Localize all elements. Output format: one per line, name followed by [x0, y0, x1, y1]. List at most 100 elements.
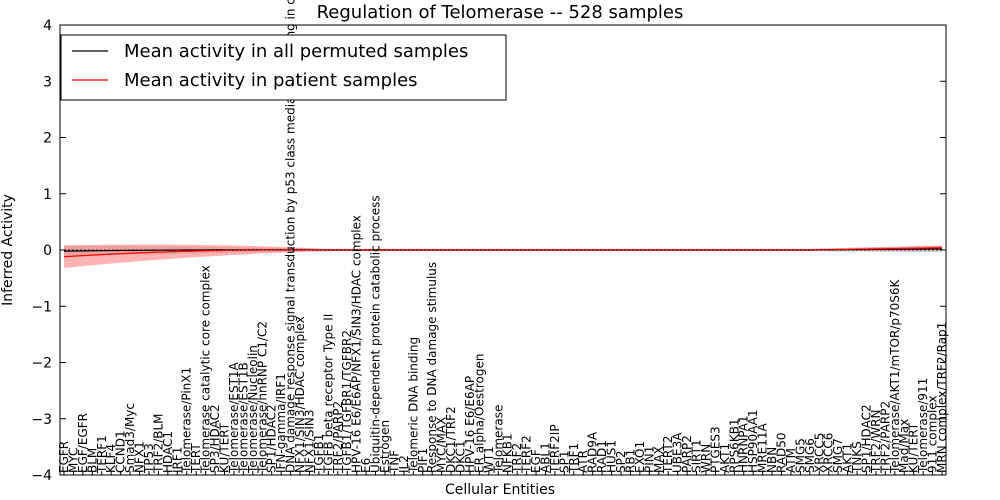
x-tick-label: Response to DNA damage stimulus	[425, 262, 439, 473]
x-tick-label: TNF	[387, 450, 401, 474]
x-tick-label: NFX1	[133, 441, 147, 473]
x-tick-label: MYC/MAX	[435, 417, 449, 473]
x-tick-label: AKT1	[841, 443, 855, 473]
x-tick-label: RAD1	[595, 440, 609, 473]
x-tick-label: HPV-16 E6/E6AP	[463, 376, 477, 473]
x-tick-label: Telomerase/EST1B	[236, 362, 250, 474]
x-tick-label: IRF1	[170, 447, 184, 473]
x-tick-label: PARP2	[680, 435, 694, 473]
plot-frame	[59, 24, 947, 476]
x-tick-label: ATR	[576, 450, 590, 473]
x-tick-label: AKT1	[718, 443, 732, 473]
x-tick-label: TP53	[142, 443, 156, 474]
x-tick-label: PIN1	[642, 446, 656, 473]
x-tick-label: WT1	[482, 446, 496, 473]
x-tick-label: HDAC1	[161, 431, 175, 473]
x-tick-label: TRF2/WRN	[869, 410, 883, 474]
x-tick-label: RB1	[623, 449, 637, 473]
x-tick-label: PIF1	[416, 448, 430, 473]
x-tick-label: E6	[359, 458, 373, 473]
x-tick-label: EGF	[529, 449, 543, 473]
x-tick-label: TERF2IP	[548, 424, 562, 474]
x-tick-label: ER alpha/Oestrogen	[472, 354, 486, 473]
x-tick-label: MYC	[66, 448, 80, 473]
x-tick-label: TRF2	[510, 443, 524, 474]
y-axis-label: Inferred Activity	[0, 194, 16, 306]
x-tick-label: TRF2/BLM	[151, 413, 165, 474]
y-tick-label: −4	[31, 468, 52, 484]
x-tick-label: KU/TERT	[907, 422, 921, 473]
x-tick-label: 911 complex	[926, 395, 940, 473]
x-tick-label: UBE3A	[671, 432, 685, 473]
patient-band	[64, 244, 942, 268]
x-tick-label: NBN	[765, 447, 779, 473]
x-tick-label: TRF2/PARP2	[331, 401, 345, 474]
x-tick-label: TERF1	[95, 435, 109, 474]
legend-label: Mean activity in patient samples	[124, 70, 418, 91]
x-tick-label: TRF1	[567, 443, 581, 474]
x-tick-label: HPV-16 E6/E6AP/NFX1/SIN3/HDAC complex	[350, 215, 364, 473]
x-tick-label: Telomerase/EST1A	[227, 361, 241, 474]
x-tick-label: Mad/Max	[897, 419, 911, 473]
x-tick-label: BLM	[85, 448, 99, 473]
x-tick-label: PTGES3	[708, 426, 722, 473]
x-tick-label: Telomeric DNA binding	[406, 337, 420, 474]
x-tick-label: KLF4	[104, 444, 118, 473]
x-tick-label: NFX1/SIN3/HDAC complex	[293, 316, 307, 473]
x-tick-label: KU/TERT	[217, 422, 231, 473]
x-tick-label: HSP90AA1	[746, 409, 760, 473]
y-tick-label: −2	[31, 356, 52, 372]
confidence-bands	[64, 244, 942, 268]
x-tick-label: DKC1	[454, 441, 468, 473]
x-tick-label: WRN	[699, 444, 713, 473]
x-tick-label: DKC1/TRF2	[444, 406, 458, 473]
x-tick-label: TGFB1/TGFBR1/TGFBR2	[340, 330, 354, 474]
legend-box	[60, 34, 507, 101]
x-tick-label: Telomerase/hnRNP C1/C2	[255, 321, 269, 474]
x-tick-label: EXO1	[633, 441, 647, 473]
x-tick-label: SP3/HDAC2	[208, 404, 222, 473]
x-tick-label: HNRNPA1	[737, 415, 751, 473]
x-tick-label: SMG6	[803, 438, 817, 473]
x-tick-label: EGF/EGFR	[76, 413, 90, 473]
y-tick-labels: 4 3 2 1 0 −1 −2 −3 −4	[31, 18, 946, 484]
legend: Mean activity in all permuted samples Mea…	[60, 34, 507, 101]
x-tick-label: TERF2	[520, 435, 534, 474]
x-tick-label: IL2	[397, 455, 411, 473]
y-tick-label: −1	[31, 299, 52, 315]
y-tick-label: 2	[43, 131, 52, 147]
x-tick-label: MAX	[652, 446, 666, 473]
x-tick-label: TNKS	[850, 441, 864, 474]
x-tick-label: MRN complex/TRF2/Rap1	[935, 322, 949, 473]
y-tick-label: 3	[43, 74, 52, 90]
x-tick-label: SP1	[557, 451, 571, 474]
x-tick-label: RAD9A	[586, 431, 600, 473]
x-tick-label: HUS1	[605, 440, 619, 473]
x-tick-label: IFN-gamma/IRF1	[274, 373, 288, 473]
x-tick-label: CCND1	[114, 430, 128, 473]
x-tick-label: Telomerase/Nucleolin	[246, 345, 260, 474]
y-tick-label: 0	[43, 243, 52, 259]
x-tick-label: NFKB1	[501, 433, 515, 473]
x-tick-label: TGFB beta receptor Type II	[321, 314, 335, 474]
x-tick-label: Telomerase	[491, 405, 505, 474]
series-lines	[63, 247, 943, 258]
y-tick-label: −3	[31, 412, 52, 428]
x-tick-label: ATM	[784, 448, 798, 473]
x-tick-label: Telomerase/911	[916, 378, 930, 474]
x-tick-label: TRF2/PARP2	[878, 401, 892, 474]
x-tick-label: Estrogen	[378, 420, 392, 473]
x-tick-label: Ubiquitin-dependent protein catabolic pr…	[369, 195, 383, 473]
x-tick-label: RAD50	[775, 432, 789, 473]
x-tick-label: Telomerase/PinX1	[180, 367, 194, 474]
x-tick-label: NFX1/SIN3	[302, 409, 316, 473]
patient-mean-line	[63, 247, 943, 258]
x-tick-label: SIRT1	[690, 439, 704, 473]
x-axis-label: Cellular Entities	[445, 482, 555, 498]
x-tick-label: Telomerase/AKT1/mTOR/p70S6K	[888, 278, 902, 474]
x-tick-label: SMG7	[831, 438, 845, 473]
x-tick-label: TERT2	[661, 436, 675, 474]
x-tick-label: MRE11A	[756, 422, 770, 473]
x-tick-label: XRCC6	[822, 433, 836, 473]
